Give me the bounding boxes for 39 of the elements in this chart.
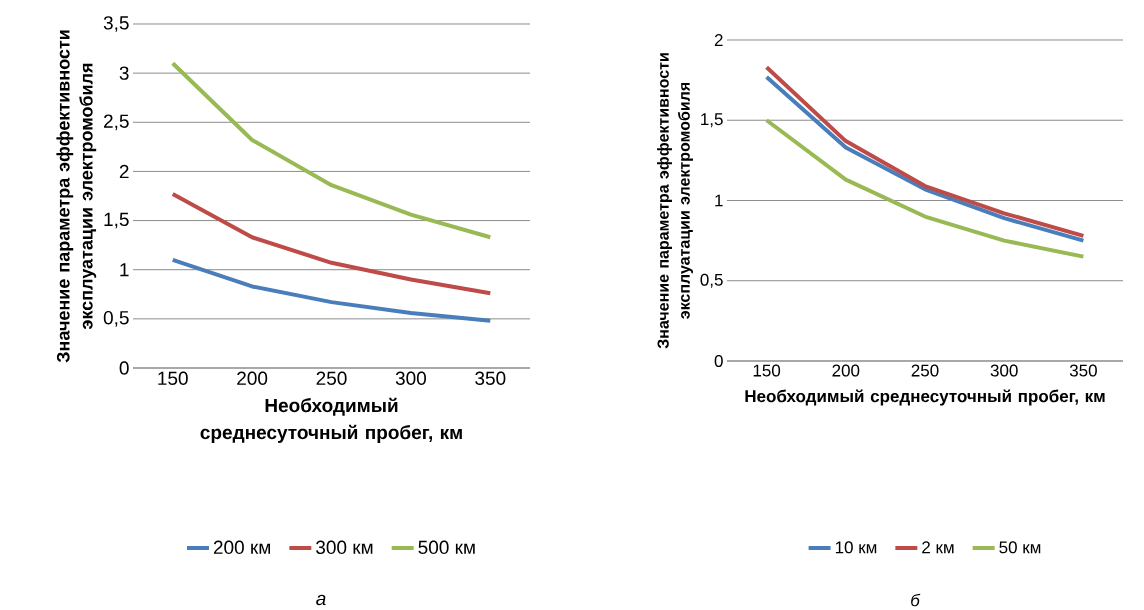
x-tick-label: 300 <box>395 371 426 385</box>
x-tick-label: 350 <box>1069 364 1097 377</box>
text: а <box>316 594 326 606</box>
y-tick-label: 2 <box>714 34 723 46</box>
legend-label: 200 км <box>213 540 270 555</box>
y-tick-label: 3,5 <box>103 16 129 32</box>
x-axis-title: Необходимый среднесуточный пробег, км <box>200 397 462 443</box>
x-tick-label: 250 <box>316 371 347 385</box>
line-series <box>170 192 493 296</box>
y-tick-label: 1,5 <box>701 113 723 128</box>
y-tick-label: 3 <box>119 66 129 80</box>
y-tick-label: 2,5 <box>104 114 129 131</box>
x-tick-label: 150 <box>158 371 188 385</box>
legend-label: 10 км <box>835 541 877 554</box>
y-tick-label: 1,5 <box>104 212 129 229</box>
x-tick-label: 350 <box>475 371 506 385</box>
y-tick-label: 1 <box>120 263 129 277</box>
x-tick-label: 300 <box>990 364 1018 377</box>
y-tick-label: 0 <box>119 361 129 375</box>
x-tick-label: 250 <box>911 364 939 377</box>
y-tick-label: 2 <box>119 164 129 179</box>
line-series <box>170 257 493 323</box>
legend-label: 300 км <box>316 540 373 555</box>
y-tick-label: 1 <box>715 194 723 207</box>
x-tick-label: 200 <box>237 371 268 385</box>
x-tick-label: 150 <box>753 364 781 377</box>
y-tick-label: 0 <box>714 354 723 368</box>
line-series <box>764 118 1086 259</box>
legend-label: 500 км <box>418 540 475 555</box>
y-axis-title: Значение параметра эффективности эксплуатации электромобиля <box>657 53 693 349</box>
text: б <box>911 593 921 607</box>
y-tick-label: 0,5 <box>700 273 723 288</box>
y-axis-title: Значение параметра эффективности эксплуатации электромобиля <box>56 30 97 363</box>
x-axis-title: Необходимый среднесуточный пробег, км <box>745 389 1105 406</box>
y-tick-label: 0,5 <box>103 311 129 327</box>
legend-label: 50 км <box>999 541 1041 554</box>
line-series <box>170 61 493 240</box>
x-tick-label: 200 <box>832 364 860 377</box>
legend-label: 2 км <box>922 541 954 554</box>
